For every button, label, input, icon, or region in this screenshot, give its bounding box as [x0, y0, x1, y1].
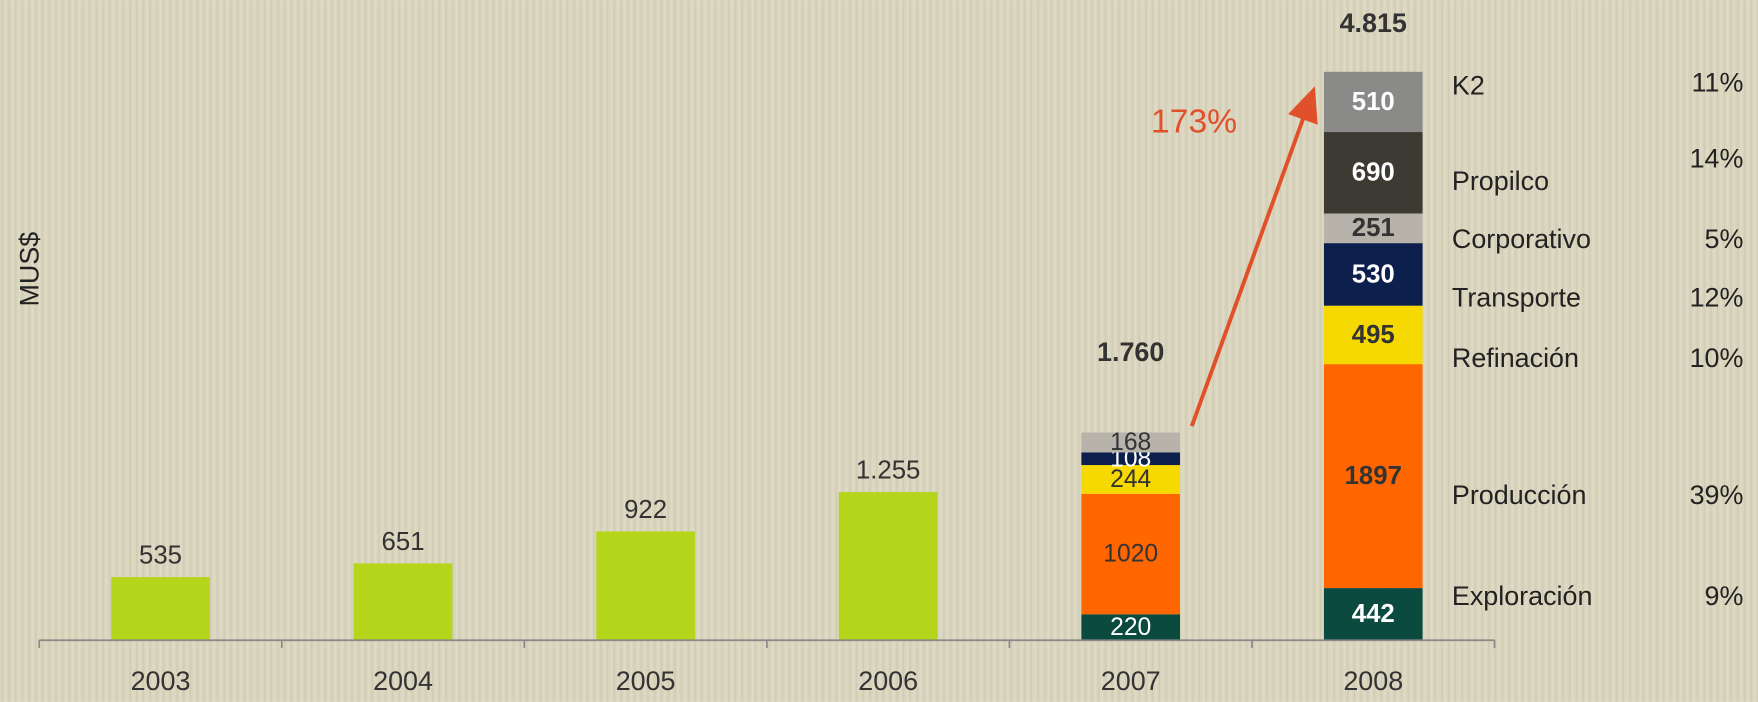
bar-segment — [1323, 213, 1423, 244]
data-label: 1020 — [1103, 541, 1158, 568]
data-label: 1.255 — [856, 457, 920, 485]
share-label: 39% — [1690, 480, 1744, 510]
bar-segment — [1323, 588, 1423, 641]
bar-segment — [1081, 432, 1181, 453]
data-label: 495 — [1352, 321, 1395, 349]
data-label: 651 — [382, 528, 425, 556]
legend-label: Propilco — [1452, 166, 1549, 196]
legend-label: Producción — [1452, 480, 1587, 510]
share-label: 10% — [1690, 343, 1744, 373]
share-label: 14% — [1690, 144, 1744, 174]
legend-label: Transporte — [1452, 283, 1581, 313]
data-label: 168 — [1110, 429, 1151, 456]
data-label: 530 — [1352, 260, 1395, 288]
share-label: 11% — [1692, 67, 1744, 97]
data-label: 244 — [1110, 466, 1151, 493]
bar-segment — [1323, 132, 1423, 214]
bar-segment — [1323, 305, 1423, 365]
bar-segment — [596, 531, 695, 641]
growth-arrow — [1189, 86, 1318, 427]
x-tick-label: 2005 — [616, 666, 676, 696]
x-tick-label: 2006 — [858, 666, 918, 696]
data-label: 922 — [624, 496, 667, 524]
bar-segment — [353, 563, 453, 641]
legend-label: K2 — [1452, 71, 1485, 101]
data-label: 1897 — [1345, 462, 1402, 490]
x-tick-label: 2004 — [373, 666, 433, 696]
legend-label: Corporativo — [1452, 224, 1591, 254]
data-label: 220 — [1110, 614, 1151, 641]
x-tick-label: 2007 — [1101, 666, 1161, 696]
data-label: 510 — [1352, 88, 1395, 116]
data-label: 690 — [1352, 159, 1395, 187]
share-label: 9% — [1705, 581, 1744, 611]
bar-segment — [1081, 614, 1181, 641]
share-label: 12% — [1690, 283, 1744, 313]
x-tick-label: 2008 — [1343, 666, 1403, 696]
annotation: 173% — [1151, 103, 1237, 140]
legend-label: Refinación — [1452, 343, 1579, 373]
data-label: 442 — [1352, 600, 1395, 628]
bar-segment — [1081, 452, 1181, 466]
data-label: 251 — [1352, 214, 1395, 242]
bar-segment — [1323, 71, 1423, 133]
x-tick-label: 2003 — [131, 666, 191, 696]
bar-segment — [1081, 493, 1181, 615]
total-label: 1.760 — [1097, 337, 1164, 367]
data-label: 535 — [139, 542, 182, 570]
legend-label: Exploración — [1452, 581, 1593, 611]
bar-segment — [1323, 243, 1423, 306]
bar-segment — [838, 492, 938, 641]
bar-segment — [1081, 465, 1181, 494]
bar-segment — [1323, 364, 1423, 589]
share-label: 5% — [1705, 224, 1744, 254]
bar-segment — [111, 577, 210, 641]
total-label: 4.815 — [1340, 8, 1407, 38]
y-axis-label: MUS$ — [15, 232, 45, 307]
